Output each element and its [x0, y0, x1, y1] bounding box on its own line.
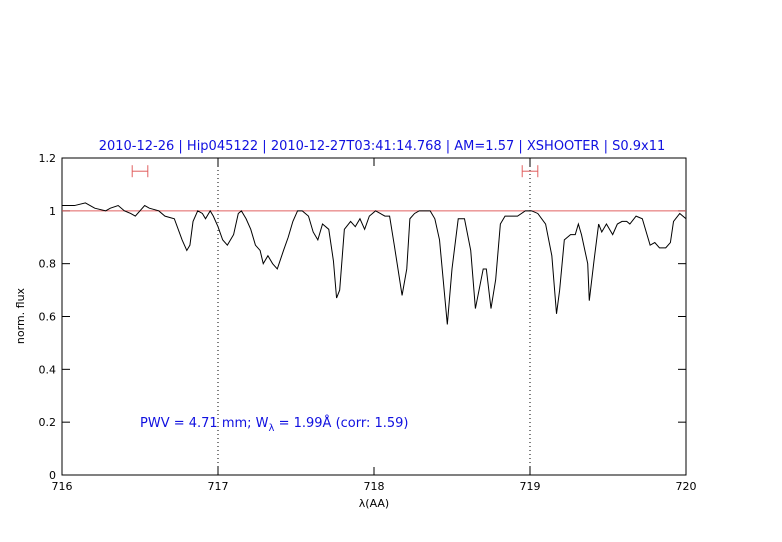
y-tick-label: 1.2 — [39, 152, 57, 165]
spectrum-line — [62, 202, 687, 325]
x-tick-label: 718 — [364, 480, 385, 493]
x-tick-label: 717 — [208, 480, 229, 493]
x-axis-label: λ(AA) — [359, 497, 389, 510]
range-marker — [131, 165, 149, 178]
y-tick-label: 0.4 — [39, 363, 57, 376]
x-tick-label: 716 — [52, 480, 73, 493]
x-tick-label: 719 — [520, 480, 541, 493]
x-tick-label: 720 — [676, 480, 697, 493]
y-tick-label: 1 — [49, 205, 56, 218]
y-tick-label: 0.2 — [39, 416, 57, 429]
chart-title: 2010-12-26 | Hip045122 | 2010-12-27T03:4… — [99, 139, 666, 154]
annotation: PWV = 4.71 mm; Wλ = 1.99Å (corr: 1.59) — [140, 415, 409, 434]
y-tick-label: 0.6 — [39, 311, 57, 324]
annotation-text: = 1.99Å (corr: 1.59) — [274, 415, 408, 431]
y-tick-label: 0.8 — [39, 258, 57, 271]
annotation-text: PWV = 4.71 mm; W — [140, 416, 269, 431]
range-marker — [521, 165, 539, 178]
y-tick-label: 0 — [49, 469, 56, 482]
y-axis-label: norm. flux — [14, 287, 27, 344]
annotation-subscript: λ — [269, 423, 275, 434]
